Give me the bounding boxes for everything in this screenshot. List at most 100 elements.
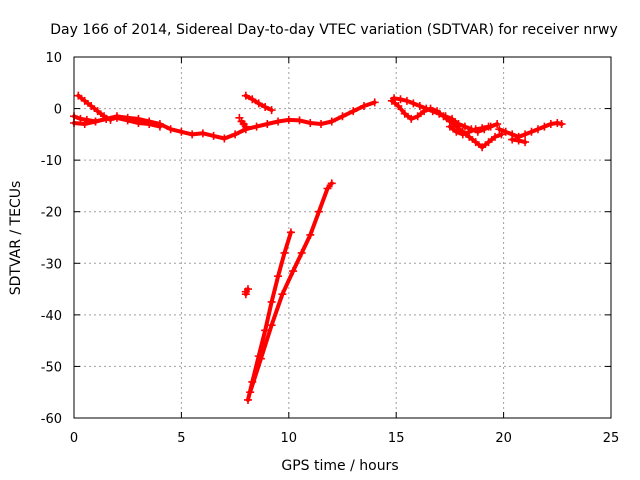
data-point xyxy=(338,112,347,121)
data-point xyxy=(495,125,504,134)
data-point xyxy=(134,119,143,128)
data-point xyxy=(546,120,555,129)
data-points xyxy=(70,91,566,404)
data-point xyxy=(396,95,405,104)
data-point xyxy=(415,101,424,110)
data-point xyxy=(263,120,272,129)
x-tick-label: 0 xyxy=(70,431,78,446)
data-point xyxy=(394,101,403,110)
data-point xyxy=(387,96,396,105)
data-point xyxy=(91,117,100,126)
data-point xyxy=(87,101,96,110)
series-track-steep-a xyxy=(243,228,295,404)
data-point xyxy=(80,120,89,129)
data-point xyxy=(241,91,250,100)
data-point xyxy=(501,127,510,136)
data-point xyxy=(484,122,493,131)
data-point xyxy=(284,115,293,124)
data-point xyxy=(123,116,132,125)
data-point xyxy=(243,285,252,294)
series-track-late-c xyxy=(445,122,493,139)
data-point xyxy=(261,103,270,112)
series-track-main-b xyxy=(70,113,164,131)
y-axis-label: SDTVAR / TECUs xyxy=(8,181,24,296)
data-point xyxy=(306,230,315,239)
data-point xyxy=(261,326,270,335)
data-point xyxy=(478,124,487,133)
data-point xyxy=(76,114,85,123)
data-point xyxy=(177,127,186,136)
data-point xyxy=(243,395,252,404)
data-point xyxy=(112,113,121,122)
x-tick-label: 20 xyxy=(495,431,512,446)
series-trace xyxy=(389,98,504,150)
data-point xyxy=(521,138,530,147)
data-point xyxy=(280,248,289,257)
series-track-cluster-8 xyxy=(241,285,252,299)
data-point xyxy=(458,130,467,139)
data-point xyxy=(402,96,411,105)
data-point xyxy=(220,134,229,143)
x-ticks: 0 5 10 15 20 25 xyxy=(70,57,619,446)
data-point xyxy=(465,127,474,136)
data-point xyxy=(521,130,530,139)
data-point xyxy=(274,117,283,126)
data-point xyxy=(452,127,461,136)
series-track-rise-8 xyxy=(241,91,276,115)
data-point xyxy=(433,107,442,116)
data-point xyxy=(100,112,109,121)
data-point xyxy=(166,125,175,134)
data-point xyxy=(493,120,502,129)
data-point xyxy=(409,99,418,108)
data-point xyxy=(445,122,454,131)
y-tick-label: -60 xyxy=(41,412,62,427)
data-point xyxy=(267,297,276,306)
data-point xyxy=(278,290,287,299)
y-tick-label: 10 xyxy=(45,51,62,66)
y-tick-label: 0 xyxy=(54,103,62,118)
data-point xyxy=(267,321,276,330)
data-point xyxy=(248,95,257,104)
series-trace xyxy=(248,181,334,395)
data-point xyxy=(235,113,244,122)
data-point xyxy=(527,127,536,136)
x-tick-label: 5 xyxy=(177,431,185,446)
data-point xyxy=(254,99,263,108)
data-point xyxy=(557,120,566,129)
data-point xyxy=(400,109,409,118)
data-point xyxy=(241,122,250,131)
data-point xyxy=(420,107,429,116)
x-tick-label: 15 xyxy=(388,431,405,446)
data-point xyxy=(349,107,358,116)
series-track-early-drop xyxy=(74,91,115,124)
grid-lines xyxy=(74,57,611,418)
data-point xyxy=(491,132,500,141)
data-point xyxy=(439,112,448,121)
plot-frame xyxy=(73,56,612,419)
data-point xyxy=(274,272,283,281)
x-tick-label: 10 xyxy=(281,431,298,446)
data-point xyxy=(407,114,416,123)
data-point xyxy=(289,267,298,276)
x-axis-label: GPS time / hours xyxy=(281,458,398,474)
y-tick-label: -20 xyxy=(41,206,62,221)
chart-title: Day 166 of 2014, Sidereal Day-to-day VTE… xyxy=(50,22,618,38)
data-point xyxy=(484,138,493,147)
data-point xyxy=(246,388,255,397)
data-point xyxy=(508,135,517,144)
data-point xyxy=(80,96,89,105)
data-point xyxy=(209,131,218,140)
data-point xyxy=(327,117,336,126)
data-point xyxy=(106,115,115,124)
data-point xyxy=(514,136,523,145)
data-point xyxy=(478,143,487,152)
data-point xyxy=(267,106,276,115)
series-track-tail xyxy=(495,119,566,141)
data-point xyxy=(93,107,102,116)
data-point xyxy=(74,91,83,100)
series-trace xyxy=(72,100,377,141)
data-point xyxy=(297,248,306,257)
data-point xyxy=(306,119,315,128)
data-point xyxy=(426,104,435,113)
